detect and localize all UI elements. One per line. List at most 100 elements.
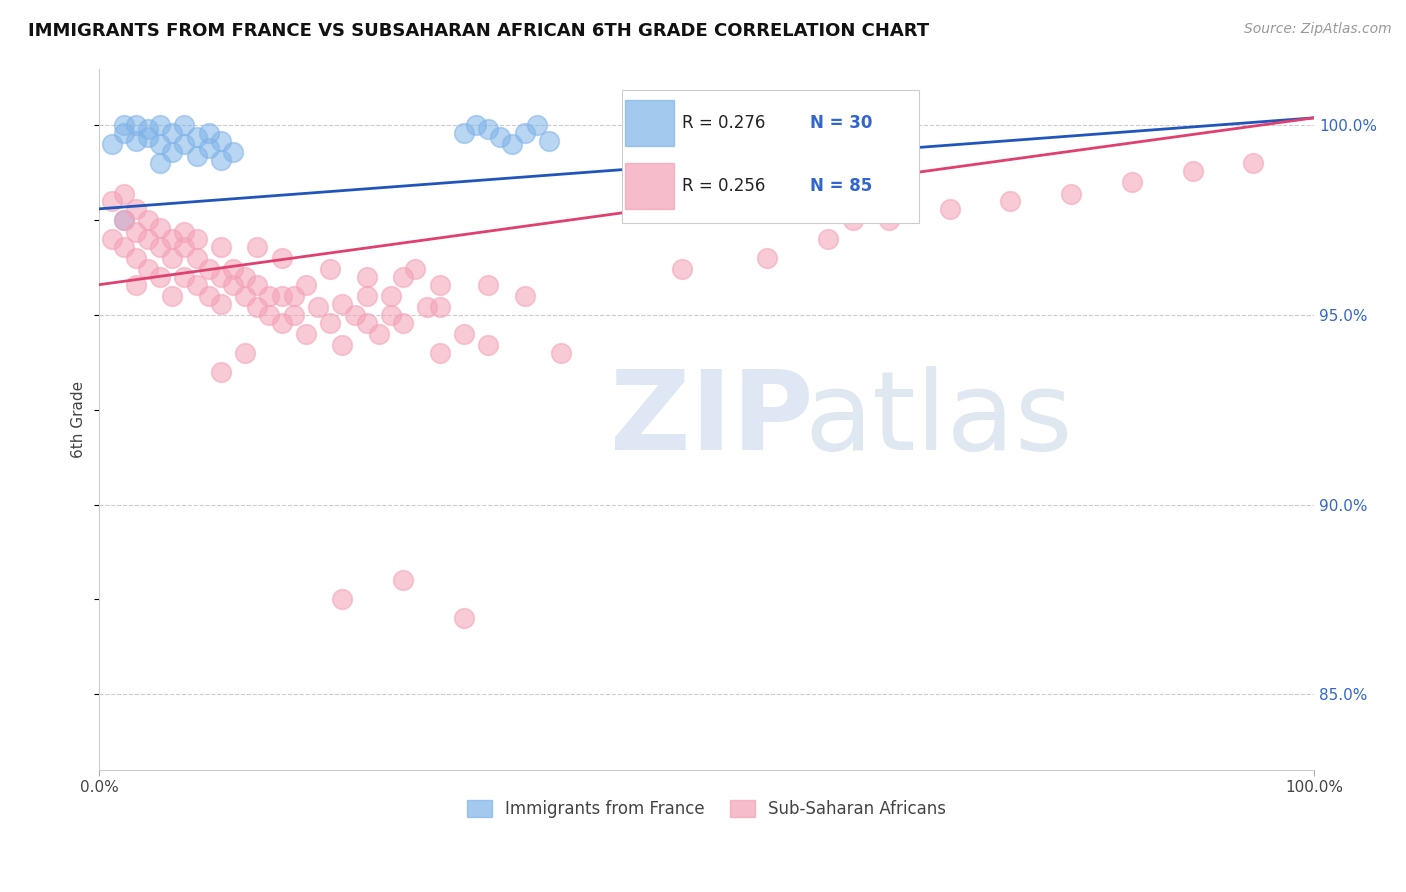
Point — [222, 262, 245, 277]
Point — [149, 156, 172, 170]
Point — [162, 251, 184, 265]
Point — [125, 134, 148, 148]
Point — [270, 289, 292, 303]
Point — [295, 277, 318, 292]
Point — [259, 289, 281, 303]
Point — [233, 346, 256, 360]
Point — [136, 262, 159, 277]
Point — [380, 308, 402, 322]
Point — [756, 251, 779, 265]
Point — [392, 574, 415, 588]
Point — [162, 232, 184, 246]
Point — [186, 129, 208, 144]
Point — [149, 220, 172, 235]
Point — [222, 277, 245, 292]
Point — [526, 119, 548, 133]
Legend: Immigrants from France, Sub-Saharan Africans: Immigrants from France, Sub-Saharan Afri… — [460, 793, 953, 825]
Point — [209, 240, 232, 254]
Point — [259, 308, 281, 322]
Point — [1060, 186, 1083, 201]
Point — [319, 316, 342, 330]
Point — [112, 126, 135, 140]
Point — [112, 119, 135, 133]
Point — [1121, 175, 1143, 189]
Point — [100, 137, 122, 152]
Point — [209, 270, 232, 285]
Point — [173, 119, 195, 133]
Point — [136, 213, 159, 227]
Point — [938, 202, 960, 216]
Point — [356, 316, 378, 330]
Point — [112, 240, 135, 254]
Point — [173, 240, 195, 254]
Text: R = 0.256: R = 0.256 — [682, 177, 766, 194]
Point — [125, 277, 148, 292]
Point — [162, 289, 184, 303]
Point — [283, 308, 305, 322]
Point — [100, 194, 122, 209]
Point — [477, 338, 499, 352]
Y-axis label: 6th Grade: 6th Grade — [72, 381, 86, 458]
Point — [246, 240, 269, 254]
Point — [1241, 156, 1264, 170]
Point — [477, 122, 499, 136]
Point — [453, 126, 475, 140]
Point — [209, 296, 232, 310]
Text: atlas: atlas — [804, 366, 1073, 473]
Point — [550, 346, 572, 360]
Point — [319, 262, 342, 277]
Point — [197, 126, 219, 140]
Point — [453, 326, 475, 341]
Point — [332, 296, 354, 310]
Point — [186, 277, 208, 292]
Point — [1000, 194, 1022, 209]
Point — [136, 129, 159, 144]
Point — [513, 126, 536, 140]
Point — [356, 270, 378, 285]
FancyBboxPatch shape — [621, 89, 920, 223]
Point — [429, 277, 451, 292]
Point — [149, 137, 172, 152]
Point — [209, 153, 232, 167]
Point — [332, 338, 354, 352]
Point — [209, 134, 232, 148]
Text: IMMIGRANTS FROM FRANCE VS SUBSAHARAN AFRICAN 6TH GRADE CORRELATION CHART: IMMIGRANTS FROM FRANCE VS SUBSAHARAN AFR… — [28, 22, 929, 40]
Point — [233, 270, 256, 285]
Point — [332, 592, 354, 607]
Point — [197, 262, 219, 277]
Point — [817, 232, 839, 246]
Point — [186, 251, 208, 265]
Text: N = 30: N = 30 — [810, 113, 872, 131]
Point — [197, 289, 219, 303]
Point — [356, 289, 378, 303]
Point — [186, 232, 208, 246]
Point — [162, 126, 184, 140]
Point — [307, 301, 329, 315]
Point — [465, 119, 488, 133]
Point — [489, 129, 512, 144]
Point — [453, 611, 475, 625]
Point — [222, 145, 245, 159]
Text: Source: ZipAtlas.com: Source: ZipAtlas.com — [1244, 22, 1392, 37]
Point — [429, 301, 451, 315]
Point — [841, 213, 863, 227]
Point — [270, 316, 292, 330]
Text: R = 0.276: R = 0.276 — [682, 113, 766, 131]
Point — [125, 251, 148, 265]
Point — [537, 134, 560, 148]
Text: N = 85: N = 85 — [810, 177, 872, 194]
Point — [186, 149, 208, 163]
Point — [173, 225, 195, 239]
Point — [112, 213, 135, 227]
Point — [380, 289, 402, 303]
Point — [513, 289, 536, 303]
Point — [173, 137, 195, 152]
Point — [136, 122, 159, 136]
Point — [283, 289, 305, 303]
Point — [404, 262, 426, 277]
Point — [209, 365, 232, 379]
Point — [246, 301, 269, 315]
FancyBboxPatch shape — [626, 100, 673, 145]
Point — [149, 270, 172, 285]
Point — [270, 251, 292, 265]
